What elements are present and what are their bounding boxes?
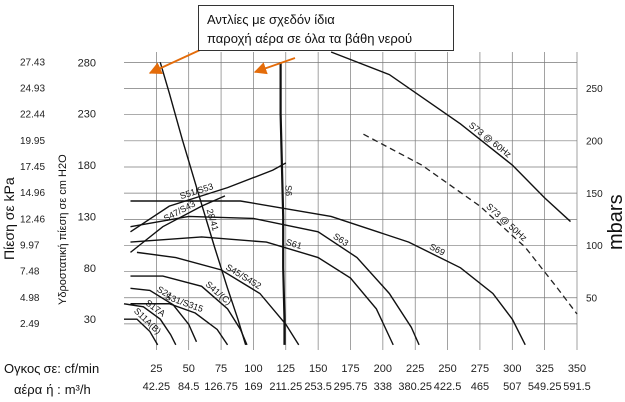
annotation-callout: Αντλίες με σχεδόν ίδια παροχή αέρα σε όλ… xyxy=(198,5,454,51)
pump-curve xyxy=(130,275,248,346)
y-tick-mbar: 150 xyxy=(586,189,603,200)
y-tick-cm: 80 xyxy=(84,263,96,275)
pump-curve xyxy=(130,287,198,343)
pump-curves xyxy=(123,51,578,346)
x-tick-cfm: 275 xyxy=(471,363,489,375)
annotation-line-1: Αντλίες με σχεδόν ίδια xyxy=(207,12,335,27)
y-tick-kpa: 14.96 xyxy=(20,188,45,199)
x-tick-cfm: 225 xyxy=(406,363,424,375)
x-tick-m3h: 42.25 xyxy=(143,381,171,393)
y-tick-kpa: 12.46 xyxy=(20,214,45,225)
x-tick-cfm: 250 xyxy=(438,363,456,375)
pump-curve xyxy=(363,133,578,315)
x-tick-m3h: 549.25 xyxy=(528,381,562,393)
pump-curve xyxy=(130,200,526,346)
x-tick-m3h: 465 xyxy=(471,381,489,393)
y-tick-kpa: 9.97 xyxy=(20,240,40,251)
pump-curve xyxy=(130,303,229,346)
y-tick-cm: 130 xyxy=(78,211,96,223)
y-tick-mbar: 250 xyxy=(586,84,603,95)
x-tick-cfm: 125 xyxy=(277,363,295,375)
x-tick-m3h: 338 xyxy=(374,381,392,393)
x-axis-cfm-suffix: : cf/min xyxy=(57,361,99,376)
x-tick-cfm: 25 xyxy=(150,363,162,375)
x-tick-m3h: 295.75 xyxy=(334,381,368,393)
x-tick-cfm: 350 xyxy=(568,363,586,375)
y-tick-kpa: 4.98 xyxy=(20,293,40,304)
x-tick-cfm: 325 xyxy=(535,363,553,375)
x-tick-cfm: 200 xyxy=(374,363,392,375)
y-tick-kpa: 19.95 xyxy=(20,136,45,147)
y-tick-kpa: 17.45 xyxy=(20,162,45,173)
pump-curve xyxy=(123,303,177,346)
y-tick-cm: 30 xyxy=(84,314,96,326)
x-tick-cfm: 150 xyxy=(309,363,327,375)
x-axis-cfm-label: Ογκος σε: cf/min xyxy=(4,361,99,376)
annotation-line-2: παροχή αέρα σε όλα τα βάθη νερού xyxy=(207,31,413,46)
y-tick-mbar: 50 xyxy=(586,294,598,305)
x-axis-m3h-label: αέρα ή : m³/h xyxy=(14,382,91,397)
x-axis-m3h-unit: m³/h xyxy=(65,382,91,397)
x-tick-m3h: 591.5 xyxy=(563,381,591,393)
curve-label: S73 @ 50Hz xyxy=(484,201,529,243)
y-tick-kpa: 27.43 xyxy=(20,57,45,68)
x-tick-cfm: 50 xyxy=(183,363,195,375)
y-tick-cm: 280 xyxy=(78,57,96,69)
x-tick-cfm: 75 xyxy=(215,363,227,375)
y-axis-mbar-label: mbars xyxy=(605,194,625,250)
x-tick-m3h: 422.5 xyxy=(434,381,462,393)
callout-arrow-right xyxy=(253,57,296,75)
pump-curve xyxy=(279,62,286,345)
curve-label: S69 xyxy=(428,242,447,258)
x-tick-m3h: 507 xyxy=(503,381,521,393)
curve-label: S6 xyxy=(283,185,293,196)
curve-label: S45/S452 xyxy=(224,262,263,291)
y-tick-kpa: 24.93 xyxy=(20,84,45,95)
y-tick-mbar: 200 xyxy=(586,136,603,147)
x-tick-m3h: 126.75 xyxy=(204,381,238,393)
x-tick-m3h: 84.5 xyxy=(178,381,199,393)
callout-arrow-left xyxy=(148,49,201,74)
x-axis-m3h-mid: ή : xyxy=(46,382,60,397)
x-tick-m3h: 380.25 xyxy=(398,381,432,393)
curve-label: S73 @ 60Hz xyxy=(467,120,514,160)
y-tick-cm: 230 xyxy=(78,109,96,121)
x-tick-m3h: 211.25 xyxy=(269,381,302,393)
axis-ticks: 25 42.25 50 84.5 75 126.75 100 169 125 211.25 150 2… xyxy=(20,57,603,393)
pump-curve xyxy=(330,51,572,223)
pump-curve xyxy=(136,251,300,346)
x-tick-m3h: 169 xyxy=(244,381,262,393)
x-axis-cfm-mid: σε xyxy=(43,361,57,376)
pump-curve xyxy=(130,236,394,346)
y-tick-cm: 180 xyxy=(78,160,96,172)
y-axis-cm-label: Υδροστατική πίεση σε cm H2O xyxy=(57,154,69,305)
x-tick-cfm: 175 xyxy=(341,363,359,375)
x-tick-cfm: 100 xyxy=(244,363,262,375)
y-axis-kpa-label: Πίεση σε kPa xyxy=(1,177,17,260)
y-tick-kpa: 2.49 xyxy=(20,319,40,330)
x-tick-m3h: 253.5 xyxy=(304,381,332,393)
y-tick-mbar: 100 xyxy=(586,241,603,252)
y-tick-kpa: 7.48 xyxy=(20,267,40,278)
curve-label: S61 xyxy=(285,237,303,251)
y-tick-kpa: 22.44 xyxy=(20,110,45,121)
grid xyxy=(124,52,578,350)
x-tick-cfm: 300 xyxy=(503,363,521,375)
pump-curve xyxy=(130,215,420,346)
pump-curve xyxy=(124,318,159,346)
pump-curve xyxy=(130,162,287,233)
pump-curve xyxy=(159,62,247,346)
x-axis-cfm-prefix: Ογκος xyxy=(4,361,40,376)
x-axis-m3h-prefix: αέρα xyxy=(14,382,43,397)
